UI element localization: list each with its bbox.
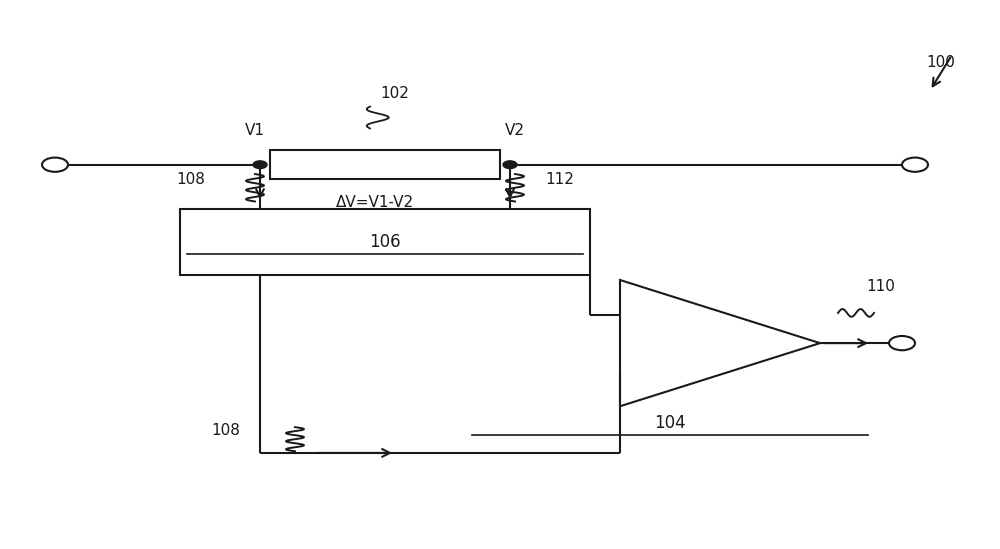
- Circle shape: [253, 161, 267, 169]
- Text: 106: 106: [369, 233, 401, 250]
- Circle shape: [503, 161, 517, 169]
- Text: 100: 100: [926, 55, 955, 70]
- Text: 112: 112: [545, 172, 574, 187]
- Circle shape: [902, 158, 928, 172]
- Text: V2: V2: [505, 124, 525, 138]
- Text: 110: 110: [867, 279, 895, 294]
- Text: 108: 108: [176, 172, 205, 187]
- FancyBboxPatch shape: [180, 209, 590, 274]
- Text: V1: V1: [245, 124, 265, 138]
- Text: 102: 102: [381, 86, 409, 101]
- Text: 104: 104: [654, 414, 686, 432]
- Text: 108: 108: [211, 423, 240, 439]
- Circle shape: [42, 158, 68, 172]
- FancyBboxPatch shape: [270, 150, 500, 179]
- Circle shape: [889, 336, 915, 350]
- Text: ΔV=V1-V2: ΔV=V1-V2: [336, 195, 414, 210]
